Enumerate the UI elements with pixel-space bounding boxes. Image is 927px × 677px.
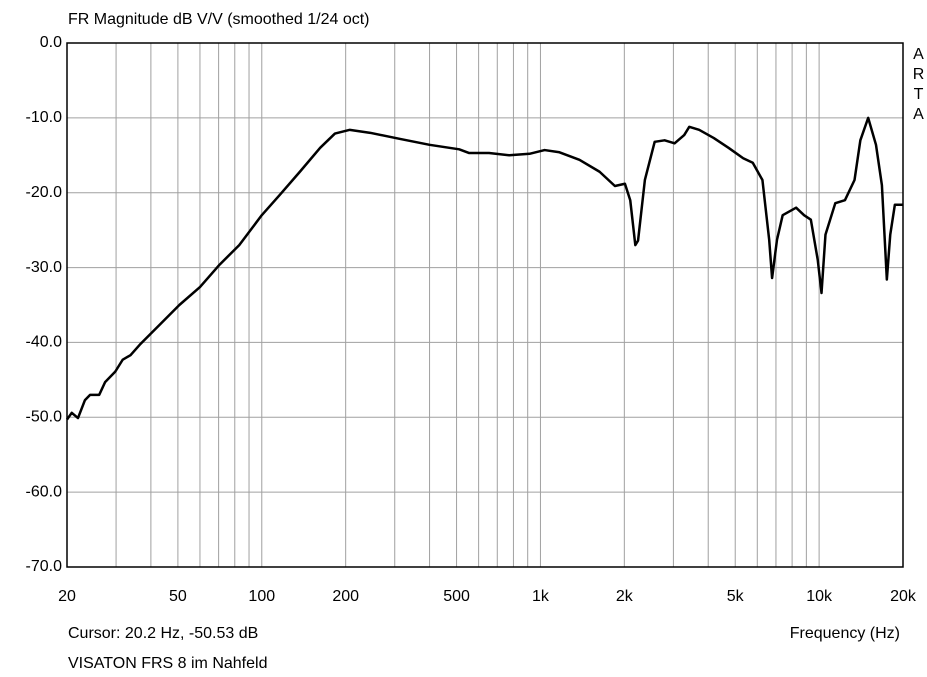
x-tick-label: 100 xyxy=(248,588,275,605)
x-axis-label: Frequency (Hz) xyxy=(790,625,900,642)
x-tick-label: 10k xyxy=(806,588,833,605)
y-tick-label: -60.0 xyxy=(26,483,63,500)
y-tick-label: -40.0 xyxy=(26,334,63,351)
x-tick-label: 20k xyxy=(890,588,917,605)
x-tick-label: 20 xyxy=(58,588,76,605)
plot-background xyxy=(67,43,903,567)
x-tick-label: 2k xyxy=(616,588,634,605)
watermark: ARTA xyxy=(910,46,927,126)
chart-title: FR Magnitude dB V/V (smoothed 1/24 oct) xyxy=(68,11,369,28)
x-tick-label: 1k xyxy=(532,588,550,605)
cursor-readout: Cursor: 20.2 Hz, -50.53 dB xyxy=(68,625,258,642)
x-tick-label: 5k xyxy=(727,588,745,605)
x-tick-label: 200 xyxy=(332,588,359,605)
y-tick-label: 0.0 xyxy=(40,34,62,51)
y-tick-label: -20.0 xyxy=(26,184,63,201)
footer: VISATON FRS 8 im Nahfeld xyxy=(68,655,267,672)
response-line xyxy=(65,116,903,421)
plot-frame xyxy=(66,42,904,568)
y-tick-label: -30.0 xyxy=(26,259,63,276)
x-tick-label: 50 xyxy=(169,588,187,605)
y-tick-label: -70.0 xyxy=(26,558,63,575)
x-tick-label: 500 xyxy=(443,588,470,605)
y-tick-label: -50.0 xyxy=(26,409,63,426)
y-tick-label: -10.0 xyxy=(26,109,63,126)
